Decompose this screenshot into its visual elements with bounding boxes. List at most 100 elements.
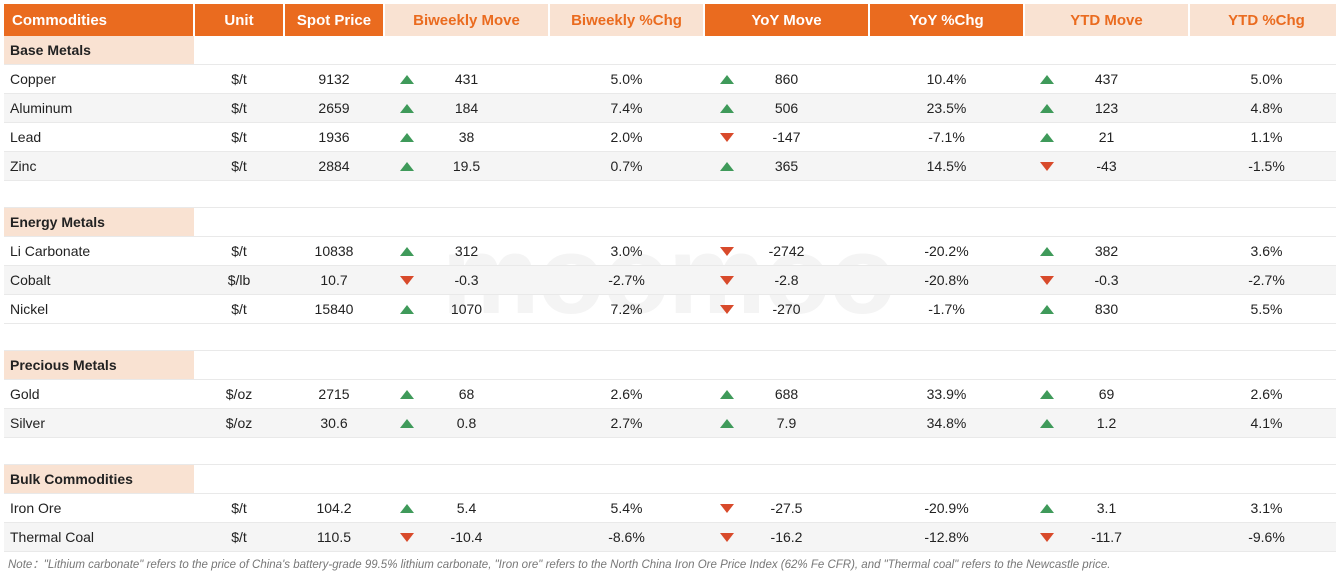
spot-price: 15840 [284, 295, 384, 324]
ytd-pct: 1.1% [1189, 123, 1336, 152]
ytd-pct: 4.1% [1189, 409, 1336, 438]
ytd-move: -43 [1024, 152, 1189, 181]
col-header-biweekly_move: Biweekly Move [384, 4, 549, 36]
yoy-move-value: 688 [775, 386, 798, 402]
ytd-move: 437 [1024, 65, 1189, 94]
commodity-unit: $/t [194, 237, 284, 266]
col-header-ytd_pct: YTD %Chg [1189, 4, 1336, 36]
ytd-move-value: 437 [1095, 71, 1118, 87]
commodity-unit: $/t [194, 123, 284, 152]
biweekly-move: 5.4 [384, 494, 549, 523]
commodity-name: Nickel [4, 295, 194, 324]
table-row: Copper$/t91324315.0%86010.4%4375.0% [4, 65, 1336, 94]
spot-price: 2659 [284, 94, 384, 123]
arrow-down-icon [720, 500, 734, 516]
group-label: Base Metals [4, 36, 194, 65]
group-header: Base Metals [4, 36, 1336, 65]
yoy-move: 365 [704, 152, 869, 181]
yoy-move-value: -27.5 [771, 500, 803, 516]
table-row: Aluminum$/t26591847.4%50623.5%1234.8% [4, 94, 1336, 123]
commodity-unit: $/t [194, 295, 284, 324]
biweekly-pct: 2.6% [549, 380, 704, 409]
arrow-down-icon [1040, 529, 1054, 545]
biweekly-pct: 7.2% [549, 295, 704, 324]
ytd-move-value: -11.7 [1091, 529, 1122, 545]
arrow-up-icon [720, 158, 734, 174]
table-row: Zinc$/t288419.50.7%36514.5%-43-1.5% [4, 152, 1336, 181]
biweekly-move: 38 [384, 123, 549, 152]
commodity-name: Iron Ore [4, 494, 194, 523]
commodity-unit: $/t [194, 94, 284, 123]
biweekly-move: 431 [384, 65, 549, 94]
arrow-down-icon [720, 301, 734, 317]
biweekly-move: -0.3 [384, 266, 549, 295]
ytd-move-value: -0.3 [1094, 272, 1118, 288]
commodity-name: Li Carbonate [4, 237, 194, 266]
ytd-pct: 5.0% [1189, 65, 1336, 94]
biweekly-pct: 2.7% [549, 409, 704, 438]
group-label: Energy Metals [4, 208, 194, 237]
spacer-cell [4, 438, 1336, 465]
arrow-up-icon [720, 71, 734, 87]
arrow-up-icon [400, 386, 414, 402]
biweekly-move-value: 431 [455, 71, 478, 87]
biweekly-pct: 2.0% [549, 123, 704, 152]
spot-price: 104.2 [284, 494, 384, 523]
ytd-pct: 2.6% [1189, 380, 1336, 409]
ytd-pct: -9.6% [1189, 523, 1336, 552]
ytd-pct: 5.5% [1189, 295, 1336, 324]
group-header-spacer [194, 208, 1336, 237]
yoy-pct: -12.8% [869, 523, 1024, 552]
col-header-biweekly_pct: Biweekly %Chg [549, 4, 704, 36]
ytd-move: -0.3 [1024, 266, 1189, 295]
arrow-up-icon [400, 500, 414, 516]
arrow-down-icon [720, 129, 734, 145]
arrow-down-icon [1040, 272, 1054, 288]
group-header: Precious Metals [4, 351, 1336, 380]
yoy-move-value: -2742 [769, 243, 805, 259]
yoy-move: 860 [704, 65, 869, 94]
yoy-move: -2742 [704, 237, 869, 266]
arrow-up-icon [720, 415, 734, 431]
arrow-up-icon [400, 71, 414, 87]
table-row: Cobalt$/lb10.7-0.3-2.7%-2.8-20.8%-0.3-2.… [4, 266, 1336, 295]
col-header-yoy_move: YoY Move [704, 4, 869, 36]
arrow-up-icon [1040, 243, 1054, 259]
biweekly-move-value: 68 [459, 386, 475, 402]
arrow-up-icon [400, 243, 414, 259]
arrow-up-icon [1040, 100, 1054, 116]
table-row: Li Carbonate$/t108383123.0%-2742-20.2%38… [4, 237, 1336, 266]
arrow-up-icon [400, 415, 414, 431]
yoy-move-value: -2.8 [774, 272, 798, 288]
table-row: Thermal Coal$/t110.5-10.4-8.6%-16.2-12.8… [4, 523, 1336, 552]
biweekly-pct: 3.0% [549, 237, 704, 266]
spot-price: 110.5 [284, 523, 384, 552]
commodity-name: Copper [4, 65, 194, 94]
yoy-pct: 14.5% [869, 152, 1024, 181]
arrow-up-icon [400, 301, 414, 317]
spacer-cell [4, 324, 1336, 351]
biweekly-move-value: 38 [459, 129, 475, 145]
biweekly-move-value: -10.4 [451, 529, 483, 545]
ytd-pct: -1.5% [1189, 152, 1336, 181]
spacer-row [4, 324, 1336, 351]
yoy-move-value: 365 [775, 158, 798, 174]
table-row: Nickel$/t1584010707.2%-270-1.7%8305.5% [4, 295, 1336, 324]
commodity-name: Thermal Coal [4, 523, 194, 552]
arrow-down-icon [720, 272, 734, 288]
biweekly-pct: 5.4% [549, 494, 704, 523]
arrow-up-icon [1040, 129, 1054, 145]
commodity-name: Silver [4, 409, 194, 438]
biweekly-move-value: 5.4 [457, 500, 476, 516]
biweekly-move: 184 [384, 94, 549, 123]
commodity-unit: $/lb [194, 266, 284, 295]
spot-price: 2715 [284, 380, 384, 409]
arrow-up-icon [720, 100, 734, 116]
biweekly-move: -10.4 [384, 523, 549, 552]
arrow-down-icon [400, 529, 414, 545]
yoy-move: -16.2 [704, 523, 869, 552]
biweekly-move-value: 19.5 [453, 158, 480, 174]
group-header-spacer [194, 36, 1336, 65]
arrow-up-icon [1040, 71, 1054, 87]
yoy-move-value: 506 [775, 100, 798, 116]
